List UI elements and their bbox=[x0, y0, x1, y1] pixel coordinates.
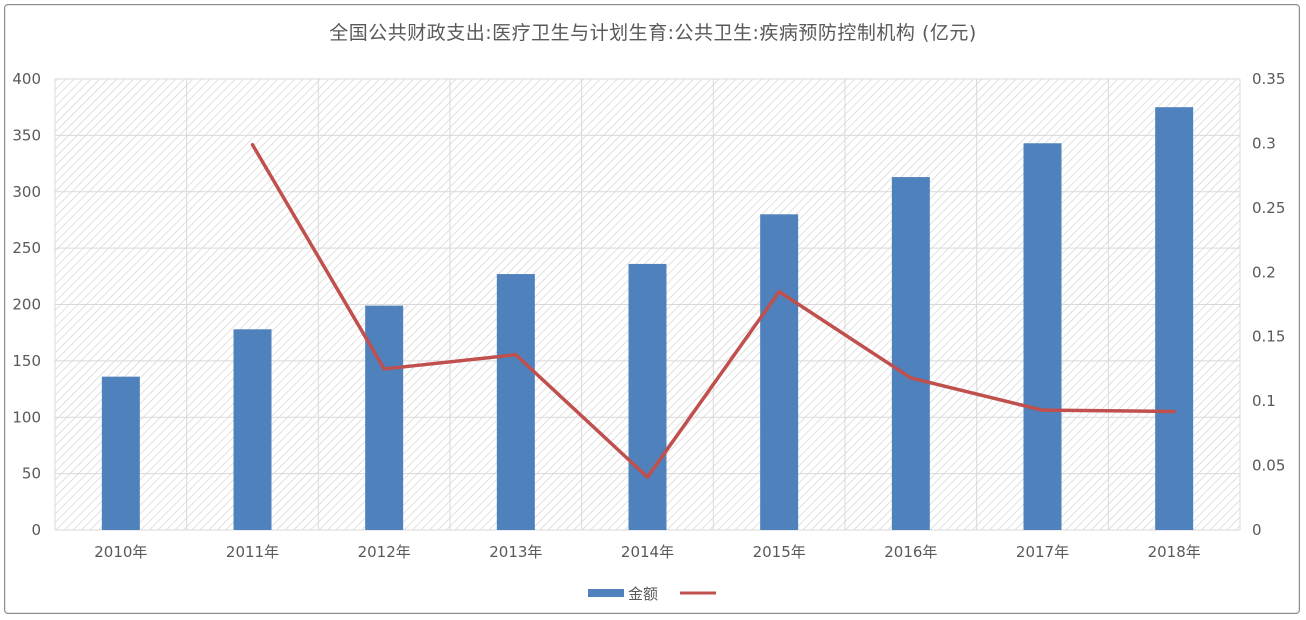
left-tick-label: 0 bbox=[31, 521, 41, 539]
bar bbox=[1155, 107, 1194, 530]
left-tick-label: 150 bbox=[12, 352, 41, 370]
right-axis-ticks: 0 0.05 0.1 0.15 0.2 0.25 0.3 0.35 bbox=[1252, 70, 1285, 539]
right-tick-label: 0 bbox=[1252, 521, 1262, 539]
bar bbox=[1023, 143, 1062, 530]
right-tick-label: 0.2 bbox=[1252, 263, 1276, 281]
bar bbox=[760, 214, 799, 531]
x-tick-label: 2010年 bbox=[94, 543, 147, 561]
x-tick-label: 2012年 bbox=[358, 543, 411, 561]
right-tick-label: 0.1 bbox=[1252, 392, 1276, 410]
left-tick-label: 100 bbox=[12, 408, 41, 426]
legend: 金额 bbox=[588, 585, 716, 603]
chart-title: 全国公共财政支出:医疗卫生与计划生育:公共卫生:疾病预防控制机构 (亿元) bbox=[329, 22, 977, 44]
left-tick-label: 50 bbox=[22, 465, 41, 483]
bar-series bbox=[101, 107, 1194, 531]
series-line bbox=[250, 142, 1176, 479]
x-tick-label: 2014年 bbox=[621, 543, 674, 561]
left-tick-label: 350 bbox=[12, 126, 41, 144]
line-series bbox=[250, 142, 1176, 479]
bar bbox=[101, 376, 140, 530]
right-tick-label: 0.25 bbox=[1252, 199, 1285, 217]
x-tick-label: 2016年 bbox=[884, 543, 937, 561]
right-tick-label: 0.15 bbox=[1252, 328, 1285, 346]
bar bbox=[891, 177, 930, 530]
bar bbox=[365, 305, 404, 530]
legend-swatch-bar bbox=[588, 589, 624, 597]
x-tick-label: 2017年 bbox=[1016, 543, 1069, 561]
x-axis-ticks: 2010年 2011年 2012年 2013年 2014年 2015年 2016年 2017年… bbox=[94, 543, 1201, 561]
left-axis-ticks: 0 50 100 150 200 250 300 350 400 bbox=[12, 70, 41, 539]
right-tick-label: 0.35 bbox=[1252, 70, 1285, 88]
right-tick-label: 0.05 bbox=[1252, 457, 1285, 475]
x-tick-label: 2015年 bbox=[753, 543, 806, 561]
bar bbox=[233, 329, 272, 530]
x-tick-label: 2018年 bbox=[1148, 543, 1201, 561]
left-tick-label: 250 bbox=[12, 239, 41, 257]
bar bbox=[628, 263, 667, 530]
left-tick-label: 300 bbox=[12, 183, 41, 201]
left-tick-label: 200 bbox=[12, 296, 41, 314]
bar bbox=[496, 274, 535, 530]
left-tick-label: 400 bbox=[12, 70, 41, 88]
right-tick-label: 0.3 bbox=[1252, 134, 1276, 152]
x-tick-label: 2011年 bbox=[226, 543, 279, 561]
legend-label-bar: 金额 bbox=[628, 585, 658, 603]
x-tick-label: 2013年 bbox=[489, 543, 542, 561]
